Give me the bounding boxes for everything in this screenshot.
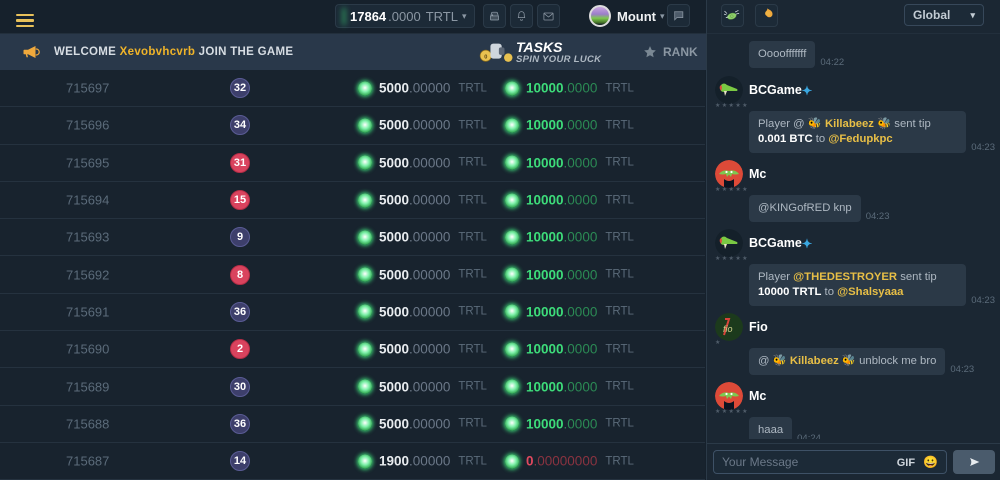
svg-text:0: 0 (484, 55, 487, 61)
svg-text:fio: fio (723, 324, 733, 334)
